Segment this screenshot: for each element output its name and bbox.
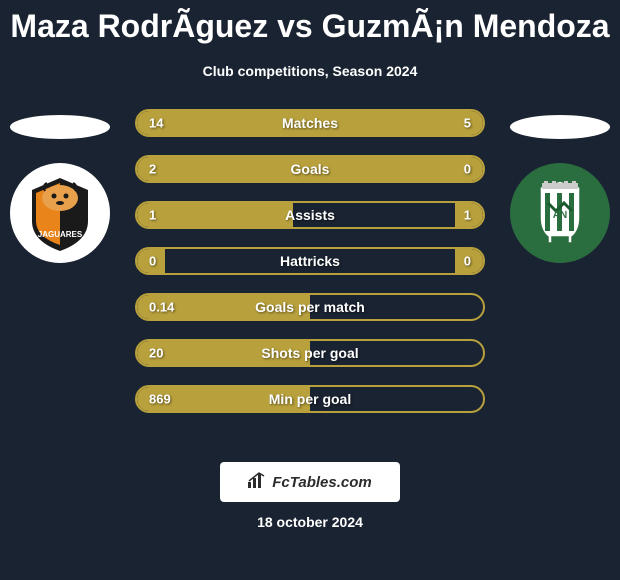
stat-value-right: 5 [464, 116, 471, 131]
stat-label: Min per goal [269, 391, 351, 407]
svg-text:JAGUARES: JAGUARES [38, 230, 83, 239]
stat-row: 20 Shots per goal [135, 339, 485, 367]
svg-text:AN: AN [553, 210, 567, 221]
stat-row: 2 0 Goals [135, 155, 485, 183]
stat-label: Goals [291, 161, 330, 177]
left-club-badge: JAGUARES [10, 163, 110, 263]
stat-bar-left [137, 111, 379, 135]
stat-label: Goals per match [255, 299, 365, 315]
stat-row: 1 1 Assists [135, 201, 485, 229]
chart-icon [248, 472, 266, 493]
left-ellipse [10, 115, 110, 139]
stat-value-right: 1 [464, 208, 471, 223]
stat-label: Hattricks [280, 253, 340, 269]
stat-label: Shots per goal [261, 345, 358, 361]
stat-value-left: 14 [149, 116, 163, 131]
stats-bars-area: 145Matches20Goals11Assists00Hattricks0.1… [135, 109, 485, 431]
stat-bar-left [137, 203, 293, 227]
footer-logo-text: FcTables.com [272, 474, 371, 491]
stat-row: 869 Min per goal [135, 385, 485, 413]
stat-label: Assists [285, 207, 335, 223]
stat-row: 0.14 Goals per match [135, 293, 485, 321]
page-title: Maza RodrÃ­guez vs GuzmÃ¡n Mendoza [0, 0, 620, 45]
stat-value-left: 20 [149, 346, 163, 361]
stat-value-left: 869 [149, 392, 171, 407]
footer-logo[interactable]: FcTables.com [220, 462, 400, 502]
stat-bar-left [137, 157, 397, 181]
right-club-badge: AN [510, 163, 610, 263]
right-ellipse [510, 115, 610, 139]
stat-value-left: 0 [149, 254, 156, 269]
footer-date: 18 october 2024 [257, 514, 363, 530]
stat-value-right: 0 [464, 162, 471, 177]
stat-row: 0 0 Hattricks [135, 247, 485, 275]
stat-label: Matches [282, 115, 338, 131]
stat-value-right: 0 [464, 254, 471, 269]
stat-value-left: 0.14 [149, 300, 174, 315]
stat-value-left: 2 [149, 162, 156, 177]
stat-value-left: 1 [149, 208, 156, 223]
subtitle: Club competitions, Season 2024 [0, 63, 620, 79]
stat-row: 14 5 Matches [135, 109, 485, 137]
